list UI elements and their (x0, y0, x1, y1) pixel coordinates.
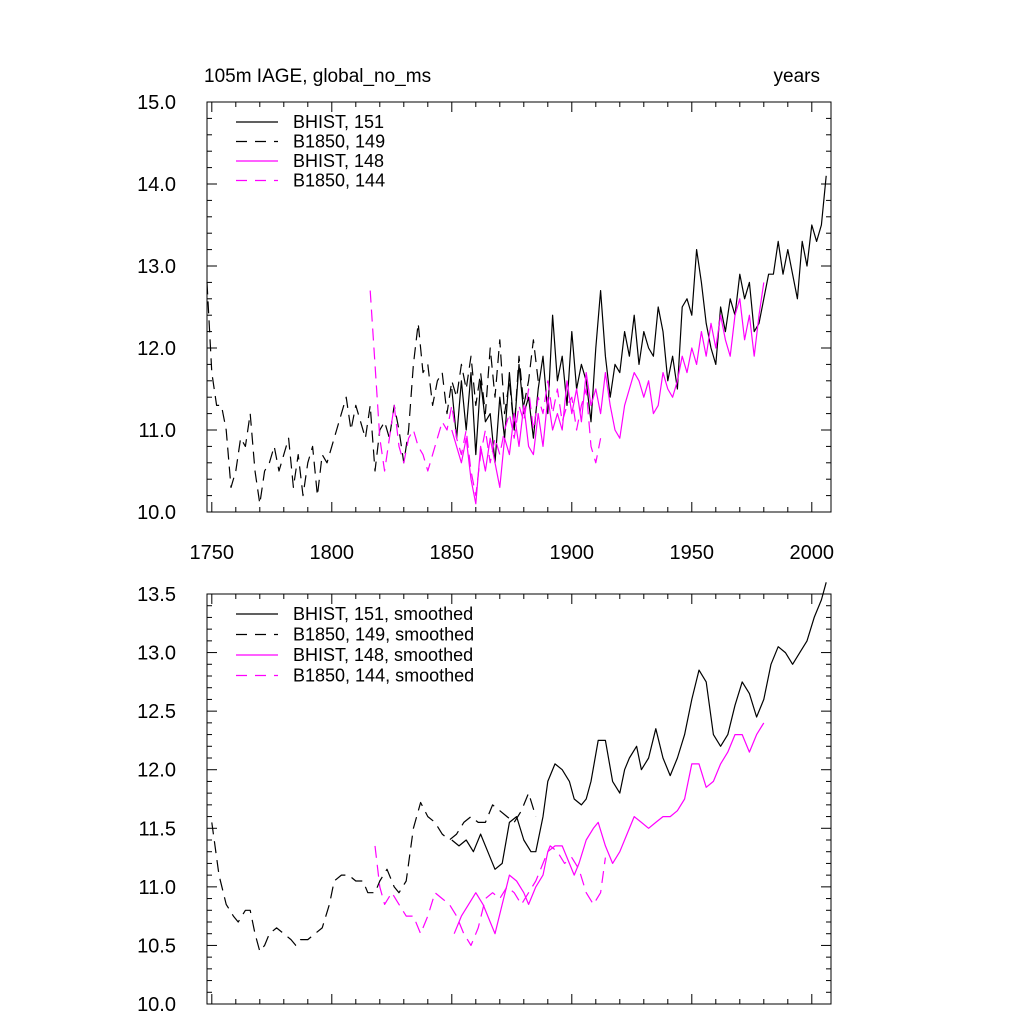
bottom-y-axis-labels: 10.0 10.5 11.0 11.5 12.0 12.5 13.0 13.5 (137, 584, 176, 1016)
y-tick-label: 13.0 (137, 643, 176, 665)
y-tick-label: 10.5 (137, 935, 176, 957)
top-panel-title: 105m IAGE, global_no_ms (204, 66, 431, 87)
legend-label: BHIST, 151 (293, 112, 384, 132)
top-plot-frame (206, 101, 832, 513)
series-line (451, 582, 827, 870)
legend-label: BHIST, 151, smoothed (293, 604, 473, 624)
series-line (451, 282, 765, 505)
x-tick-label: 1950 (670, 542, 715, 564)
x-tick-label: 2000 (790, 542, 835, 564)
y-tick-label: 13.0 (137, 256, 176, 278)
y-tick-label: 14.0 (137, 174, 176, 196)
y-tick-label: 12.0 (137, 338, 176, 360)
y-tick-label: 13.5 (137, 584, 176, 606)
legend-label: B1850, 144, smoothed (293, 666, 474, 686)
series-line (369, 290, 602, 497)
top-line-chart: 10.0 11.0 12.0 13.0 14.0 15.0 1750 1800 1850 190… (137, 92, 834, 564)
y-tick-label: 12.0 (137, 760, 176, 782)
top-panel-units: years (774, 66, 820, 87)
legend-label: B1850, 144 (293, 171, 385, 191)
series-line (206, 282, 539, 505)
y-tick-label: 11.0 (139, 420, 176, 442)
series-line (374, 845, 606, 947)
top-x-axis-labels: 1750 1800 1850 1900 1950 2000 (190, 542, 835, 564)
x-tick-label: 1750 (190, 542, 235, 564)
y-tick-label: 11.5 (139, 818, 176, 840)
legend-label: B1850, 149, smoothed (293, 625, 474, 645)
legend-label: B1850, 149 (293, 132, 385, 152)
y-tick-label: 10.0 (137, 502, 176, 524)
legend-label: BHIST, 148, smoothed (293, 645, 473, 665)
y-tick-label: 10.0 (137, 994, 176, 1016)
bottom-plot-frame (206, 593, 832, 1005)
series-line (453, 722, 765, 935)
bottom-line-chart: 10.0 10.5 11.0 11.5 12.0 12.5 13.0 13.5 BHIST, … (137, 582, 832, 1016)
bottom-axis-ticks (207, 593, 831, 1005)
y-tick-label: 12.5 (137, 701, 176, 723)
y-tick-label: 11.0 (139, 877, 176, 899)
top-series-group (206, 175, 827, 505)
bottom-series-group (211, 582, 827, 952)
x-tick-label: 1900 (550, 542, 595, 564)
legend-label: BHIST, 148 (293, 151, 384, 171)
top-y-axis-labels: 10.0 11.0 12.0 13.0 14.0 15.0 (137, 92, 176, 524)
series-line (211, 792, 537, 952)
x-tick-label: 1800 (310, 542, 355, 564)
y-tick-label: 15.0 (137, 92, 176, 114)
x-tick-label: 1850 (430, 542, 475, 564)
